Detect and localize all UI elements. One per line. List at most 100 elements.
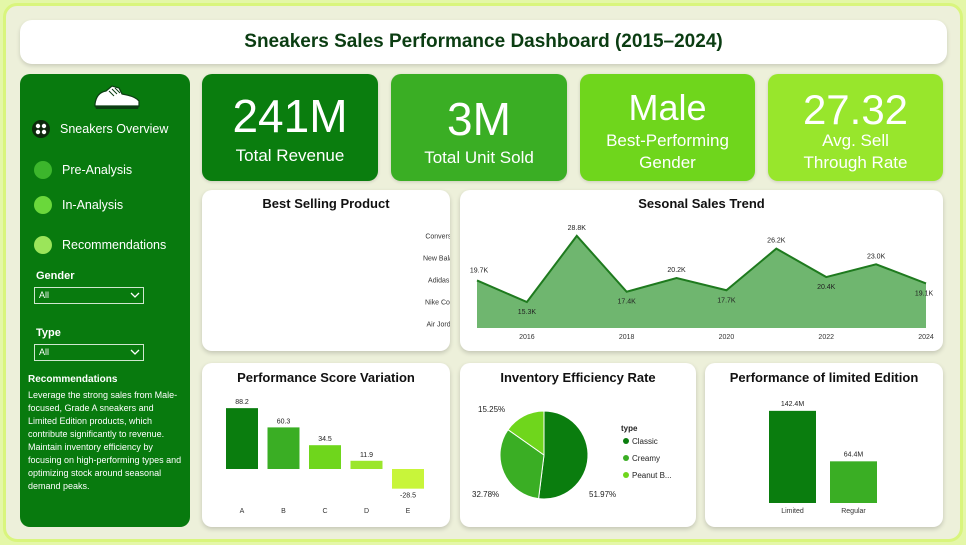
circle-icon [34, 161, 52, 179]
data-label: 26.2K [767, 238, 786, 245]
data-label: 15.3K [518, 309, 537, 316]
legend-marker [623, 455, 629, 461]
category-label: Adidas Origi... [428, 278, 450, 285]
data-label: 20.4K [817, 284, 836, 291]
type-select[interactable]: All [34, 344, 144, 361]
type-select-value: All [39, 347, 50, 357]
sidebar: Sneakers Overview Pre-Analysis In-Analys… [20, 74, 190, 527]
inventory-efficiency-panel: Inventory Efficiency Rate 51.97% 32.78% 15… [460, 363, 696, 527]
limited-edition-chart: 142.4M Limited 64.4M Regular [769, 401, 877, 515]
category-label: D [364, 508, 369, 515]
data-label: 19.1K [915, 290, 934, 297]
sneaker-icon [94, 85, 140, 109]
kpi-total-revenue: 241M Total Revenue [202, 74, 378, 181]
kpi-label: Avg. Sell Through Rate [803, 131, 908, 172]
category-label: Air Jordan 1 ... [426, 322, 450, 329]
data-label: 64.4M [844, 451, 864, 458]
category-label: C [322, 508, 327, 515]
pie-slice [538, 410, 589, 500]
area-fill [477, 235, 926, 328]
chevron-down-icon [130, 292, 140, 298]
kpi-sell-through: 27.32 Avg. Sell Through Rate [768, 74, 943, 181]
nav-sneakers-overview[interactable]: Sneakers Overview [32, 120, 168, 138]
nav-recommendations[interactable]: Recommendations [34, 236, 166, 254]
data-label: 88.2 [235, 399, 249, 406]
legend-entry: Creamy [632, 454, 660, 463]
data-label: 28.8K [568, 225, 587, 232]
bar [267, 427, 300, 469]
data-label: 17.7K [717, 297, 736, 304]
category-label: Regular [841, 508, 866, 515]
category-label: Converse Ch... [425, 234, 450, 241]
data-label: 19.7K [470, 267, 489, 274]
gender-select[interactable]: All [34, 287, 144, 304]
kpi-value: Male [628, 87, 707, 128]
data-label: 34.5 [318, 436, 332, 443]
bar [392, 469, 424, 489]
tick-label: 2020 [719, 334, 735, 341]
category-label: New Balance ... [423, 256, 450, 263]
inventory-pie-chart: 51.97% 32.78% 15.25% type Classic Creamy Peanu… [472, 405, 672, 500]
tick-label: 2016 [519, 334, 535, 341]
data-label: 20.2K [667, 267, 686, 274]
recommendations-title: Recommendations [28, 374, 118, 385]
bar [309, 445, 341, 469]
data-label: 11.9 [360, 452, 373, 459]
kpi-total-units: 3M Total Unit Sold [391, 74, 567, 181]
category-label: Limited [781, 508, 804, 515]
legend-entry: Classic [632, 437, 658, 446]
circle-icon [34, 236, 52, 254]
data-label: 142.4M [781, 401, 805, 408]
chart-title: Performance Score Variation [237, 370, 415, 385]
gender-filter-label: Gender [36, 270, 75, 282]
category-label: B [281, 508, 286, 515]
kpi-value: 27.32 [802, 86, 909, 133]
circle-icon [34, 196, 52, 214]
legend-marker [623, 438, 629, 444]
data-label: 17.4K [618, 299, 637, 306]
kpi-label: Total Unit Sold [424, 148, 534, 167]
nav-label: Pre-Analysis [62, 163, 133, 177]
chevron-down-icon [130, 349, 140, 355]
legend-title: type [621, 424, 638, 433]
category-label: A [240, 508, 245, 515]
gender-select-value: All [39, 290, 50, 300]
kpi-value: 3M [447, 93, 511, 145]
performance-score-panel: Performance Score Variation 88.2 A 60.3 B 34… [202, 363, 450, 527]
title-bar: Sneakers Sales Performance Dashboard (20… [20, 20, 947, 64]
nav-label: Sneakers Overview [60, 122, 169, 136]
grid-icon [32, 120, 50, 138]
chart-title: Sesonal Sales Trend [638, 196, 765, 211]
data-label: 60.3 [277, 418, 291, 425]
recommendations-text: Leverage the strong sales from Male-focu… [28, 390, 182, 491]
kpi-label: Total Revenue [235, 146, 345, 165]
nav-label: In-Analysis [62, 198, 124, 212]
tick-label: 2024 [918, 334, 934, 341]
data-label: 51.97% [589, 490, 616, 499]
best-selling-panel: Best Selling Product Converse Ch...$65MN… [202, 190, 450, 351]
trend-line [476, 234, 927, 304]
data-label: 23.0K [867, 253, 886, 260]
bar [769, 410, 816, 503]
limited-edition-panel: Performance of limited Edition 142.4M Lim… [705, 363, 943, 527]
seasonal-trend-chart: 19.7K 15.3K 28.8K 17.4K 20.2K 17.7K 26.2K 20.4K… [470, 225, 934, 341]
legend-marker [623, 472, 629, 478]
data-label: 15.25% [478, 405, 505, 414]
seasonal-trend-panel: Sesonal Sales Trend 19.7K 15.3K 28.8K 17.4K… [460, 190, 943, 351]
nav-label: Recommendations [62, 238, 167, 252]
page-title: Sneakers Sales Performance Dashboard (20… [244, 31, 723, 52]
bar [830, 461, 877, 503]
nav-pre-analysis[interactable]: Pre-Analysis [34, 161, 132, 179]
kpi-best-gender: Male Best-Performing Gender [580, 74, 755, 181]
data-label: 32.78% [472, 490, 499, 499]
kpi-value: 241M [232, 90, 348, 142]
nav-in-analysis[interactable]: In-Analysis [34, 196, 123, 214]
chart-title: Inventory Efficiency Rate [500, 370, 656, 385]
performance-score-chart: 88.2 A 60.3 B 34.5 C 11.9 D -28.5 E [226, 399, 424, 515]
type-filter-label: Type [36, 327, 61, 339]
chart-title: Performance of limited Edition [729, 370, 919, 385]
kpi-label: Best-Performing Gender [606, 131, 729, 172]
data-label: -28.5 [400, 493, 416, 500]
pie-slice [507, 410, 545, 456]
best-selling-chart: Converse Ch...$65MNew Balance ...$54MAdi… [423, 234, 450, 329]
